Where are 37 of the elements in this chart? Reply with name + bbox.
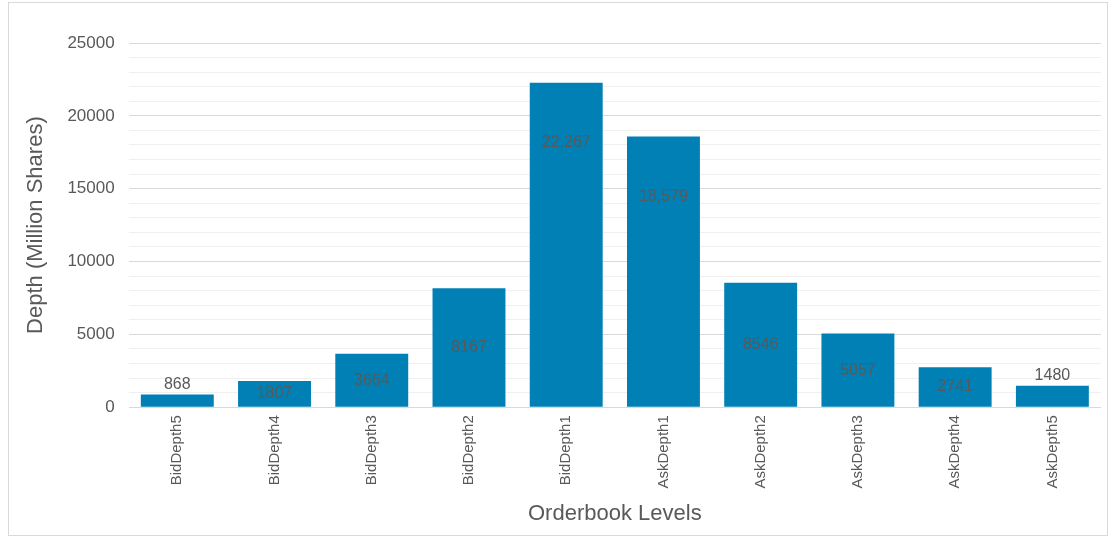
x-tick-label: BidDepth4 [264,415,282,486]
y-tick-label: 5000 [76,324,115,344]
x-tick-label: AskDepth1 [653,415,671,489]
bar [529,82,603,407]
y-axis-title: Depth (Million Shares) [22,116,48,334]
data-label: 3664 [353,370,390,388]
y-tick-label: 0 [105,396,115,416]
y-tick-label: 20000 [67,105,115,125]
data-label: 18,579 [638,186,689,204]
bar [918,367,992,407]
bar [724,282,798,407]
data-label: 8546 [742,335,779,353]
x-tick-label: AskDepth5 [1042,415,1060,489]
x-tick-label: AskDepth4 [945,415,963,489]
x-tick-label: BidDepth5 [167,415,185,486]
x-tick-label: BidDepth3 [361,415,379,486]
bar [432,288,506,407]
data-label: 868 [163,374,191,392]
data-label: 1480 [1034,366,1071,384]
y-tick-label: 15000 [67,178,115,198]
x-axis-title: Orderbook Levels [528,499,702,525]
y-tick-label: 25000 [67,32,115,52]
data-label: 2741 [937,377,974,395]
bar [1015,385,1089,407]
x-tick-label: AskDepth3 [848,415,866,489]
bar [140,394,214,407]
x-tick-label: BidDepth2 [459,415,477,486]
x-tick-label: AskDepth2 [750,415,768,489]
bar [335,353,409,407]
data-label: 22,267 [541,133,591,151]
data-label: 8167 [451,337,487,355]
x-tick-label: BidDepth1 [556,415,574,486]
bar [626,136,700,407]
y-tick-label: 10000 [67,251,115,271]
data-label: 5057 [840,360,876,378]
bar [821,333,895,407]
data-label: 1807 [256,384,293,402]
